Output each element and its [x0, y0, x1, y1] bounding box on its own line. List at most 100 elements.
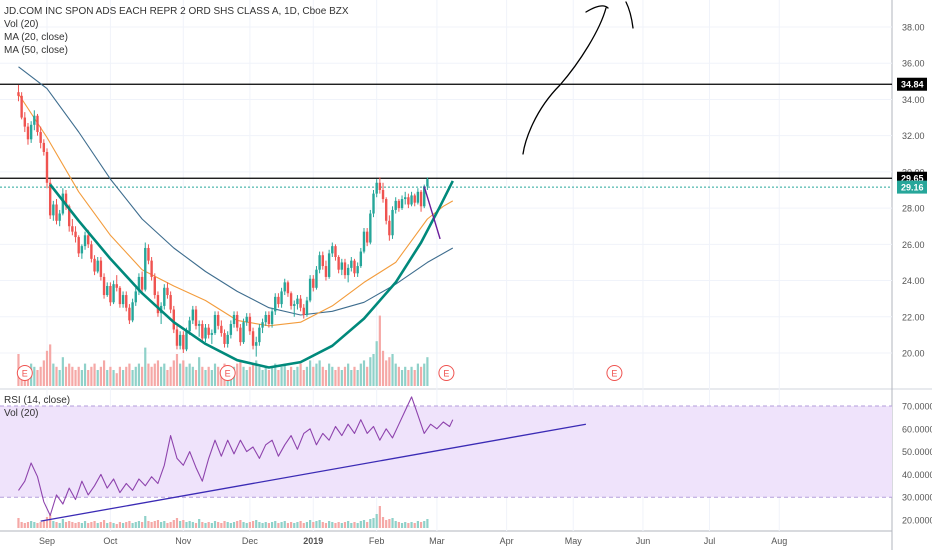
legend-rsi-vol[interactable]: Vol (20): [4, 408, 39, 419]
candle-body: [131, 302, 134, 321]
candle: [248, 313, 252, 335]
price-tick-label: 28.00: [902, 204, 925, 214]
volume-bar-main: [375, 341, 378, 386]
volume-bar-rsi: [299, 521, 302, 528]
legend-ma50[interactable]: MA (50, close): [4, 45, 68, 56]
candle: [93, 255, 96, 276]
candle: [175, 325, 179, 350]
volume-bar-main: [106, 370, 109, 386]
candle-body: [381, 190, 385, 200]
volume-bar-main: [359, 363, 362, 386]
legend-rsi[interactable]: RSI (14, close): [4, 395, 71, 406]
candle-body: [61, 193, 65, 214]
volume-bar-rsi: [309, 520, 312, 528]
candle: [400, 195, 404, 210]
candle: [182, 331, 185, 353]
candle-body: [423, 186, 426, 207]
volume-bar-main: [169, 366, 172, 386]
candle: [305, 296, 309, 317]
volume-bar-rsi: [30, 521, 33, 528]
volume-bar-rsi: [42, 520, 45, 528]
volume-bar-rsi: [144, 516, 147, 528]
volume-bar-rsi: [277, 523, 280, 528]
volume-bar-rsi: [388, 519, 391, 528]
time-tick-label: Feb: [369, 536, 385, 546]
candle-body: [166, 287, 169, 296]
volume-bar-rsi: [245, 523, 248, 528]
symbol-title[interactable]: JD.COM INC SPON ADS EACH REPR 2 ORD SHS …: [4, 6, 349, 17]
volume-bar-rsi: [337, 522, 340, 528]
candle-body: [102, 276, 106, 296]
price-badge-2: 29.16: [897, 180, 927, 194]
earnings-marker-2[interactable]: E: [438, 365, 455, 381]
candle: [239, 324, 242, 346]
candle: [83, 231, 87, 250]
candle: [232, 311, 236, 328]
volume-bar-main: [109, 366, 112, 386]
volume-bar-main: [337, 366, 340, 386]
candle: [201, 320, 204, 343]
volume-bar-rsi: [248, 522, 251, 528]
volume-bar-main: [194, 370, 198, 386]
volume-bar-rsi: [404, 522, 407, 528]
candle: [426, 177, 429, 190]
volume-bar-main: [305, 366, 309, 386]
volume-bar-main: [112, 370, 115, 386]
volume-bar-rsi: [26, 522, 30, 528]
legend-vol[interactable]: Vol (20): [4, 19, 39, 30]
volume-bar-rsi: [340, 523, 343, 528]
rsi-tick-label: 60.0000: [902, 424, 932, 434]
candle: [121, 291, 125, 308]
volume-bar-rsi: [77, 522, 80, 528]
candle-body: [356, 266, 359, 274]
volume-bar-rsi: [96, 523, 99, 528]
volume-bar-rsi: [239, 520, 242, 528]
volume-bar-main: [118, 366, 122, 386]
candle-body: [384, 199, 388, 221]
earnings-marker-1[interactable]: E: [219, 365, 236, 381]
candle-body: [207, 327, 210, 335]
candle-body: [71, 226, 74, 232]
earnings-marker-3[interactable]: E: [606, 365, 623, 381]
volume-bar-rsi: [220, 523, 223, 528]
volume-bar-main: [255, 360, 258, 386]
candle: [74, 226, 77, 243]
earnings-label: E: [22, 369, 28, 379]
volume-bar-rsi: [68, 521, 71, 528]
legend-ma20[interactable]: MA (20, close): [4, 32, 68, 43]
volume-bar-main: [426, 357, 429, 386]
price-tick-label: 20.00: [902, 349, 925, 359]
candle: [359, 247, 363, 268]
price-badge-label: 34.84: [901, 80, 924, 90]
candle-body: [318, 255, 321, 270]
candle-body: [258, 327, 261, 343]
candle: [267, 311, 271, 328]
candle: [340, 258, 344, 276]
earnings-marker-0[interactable]: E: [16, 365, 33, 381]
volume-bar-main: [236, 363, 239, 386]
candle: [381, 182, 385, 203]
volume-bar-main: [394, 363, 397, 386]
volume-bar-main: [270, 366, 274, 386]
candle-body: [400, 199, 404, 209]
volume-bar-rsi: [87, 523, 90, 528]
pullback-line: [423, 186, 441, 240]
volume-bar-main: [302, 370, 305, 386]
candle: [96, 257, 99, 274]
rsi-tick-label: 20.0000: [902, 516, 932, 526]
candle-body: [83, 235, 87, 247]
candle-body: [210, 333, 214, 335]
candle: [410, 191, 413, 207]
volume-bar-main: [289, 366, 293, 386]
drawings: [40, 1, 634, 522]
volume-bar-main: [36, 370, 39, 386]
candle: [353, 258, 356, 277]
volume-bar-main: [404, 366, 407, 386]
candle: [397, 199, 401, 212]
candle-body: [197, 324, 201, 326]
volume-bar-rsi: [45, 517, 49, 528]
volume-bar-rsi: [185, 522, 188, 528]
volume-bar-main: [153, 363, 156, 386]
